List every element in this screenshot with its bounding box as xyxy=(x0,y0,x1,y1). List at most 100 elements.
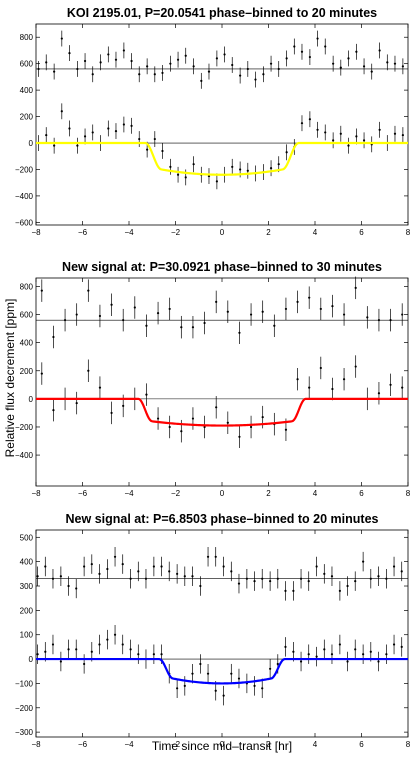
offset-data-point xyxy=(83,59,87,63)
data-point xyxy=(122,123,125,126)
data-point xyxy=(369,650,372,653)
offset-data-point xyxy=(230,570,233,573)
x-tick-label: −4 xyxy=(124,489,134,498)
offset-data-point xyxy=(203,321,206,325)
data-point xyxy=(98,643,101,646)
offset-data-point xyxy=(207,70,211,73)
offset-data-point xyxy=(114,58,118,61)
offset-data-point xyxy=(122,49,125,52)
data-point xyxy=(269,667,272,670)
offset-data-point xyxy=(307,580,310,583)
offset-data-point xyxy=(90,562,93,566)
offset-data-point xyxy=(68,51,71,55)
x-tick-label: −8 xyxy=(31,228,41,237)
data-point xyxy=(137,653,140,656)
offset-data-point xyxy=(347,57,350,60)
offset-data-point xyxy=(319,307,322,311)
offset-data-point xyxy=(308,296,311,299)
offset-data-point xyxy=(106,567,109,571)
data-point xyxy=(83,662,86,666)
data-point xyxy=(385,653,388,656)
data-point xyxy=(114,130,118,133)
offset-data-point xyxy=(338,589,341,592)
offset-data-point xyxy=(389,319,392,322)
x-tick-label: 0 xyxy=(220,228,225,237)
offset-data-point xyxy=(60,37,63,40)
data-point xyxy=(145,393,148,396)
offset-data-point xyxy=(276,577,279,580)
y-tick-label: 800 xyxy=(20,33,34,42)
data-point xyxy=(45,133,48,137)
data-point xyxy=(83,135,87,138)
offset-data-point xyxy=(122,319,125,322)
data-point xyxy=(75,401,78,405)
data-point xyxy=(231,165,234,168)
offset-data-point xyxy=(323,572,326,575)
data-point xyxy=(354,648,357,651)
y-tick-label: 600 xyxy=(20,311,34,320)
x-tick-label: 2 xyxy=(266,489,271,498)
data-point xyxy=(401,133,404,137)
data-point xyxy=(377,660,380,663)
y-tick-label: −400 xyxy=(15,192,34,201)
data-point xyxy=(323,648,326,651)
data-point xyxy=(332,139,335,142)
offset-data-point xyxy=(107,53,110,56)
data-point xyxy=(169,165,172,168)
offset-data-point xyxy=(191,326,195,329)
offset-data-point xyxy=(293,45,296,48)
data-point xyxy=(330,653,334,656)
y-tick-label: −400 xyxy=(15,451,34,460)
offset-data-point xyxy=(254,78,257,81)
offset-data-point xyxy=(133,306,136,309)
offset-data-point xyxy=(355,50,358,53)
offset-data-point xyxy=(245,577,248,580)
data-point xyxy=(146,148,149,151)
data-point xyxy=(152,653,155,656)
offset-data-point xyxy=(269,580,272,583)
x-tick-label: 6 xyxy=(359,489,364,498)
data-point xyxy=(53,144,56,147)
y-tick-label: 0 xyxy=(29,395,34,404)
offset-data-point xyxy=(226,310,229,313)
offset-data-point xyxy=(330,575,334,578)
x-tick-label: 8 xyxy=(406,489,411,498)
offset-data-point xyxy=(292,589,295,592)
x-tick-label: 2 xyxy=(266,740,271,749)
chart-title: KOI 2195.01, P=20.0541 phase–binned to 2… xyxy=(67,6,377,20)
data-point xyxy=(44,650,47,653)
transit-model-curve xyxy=(36,657,408,685)
data-point xyxy=(338,643,341,646)
offset-data-point xyxy=(324,45,327,48)
offset-data-point xyxy=(52,335,55,339)
x-axis-label: Time since mid–transit [hr] xyxy=(152,739,292,753)
offset-data-point xyxy=(378,49,381,52)
offset-data-point xyxy=(206,555,210,558)
offset-data-point xyxy=(184,54,187,57)
data-point xyxy=(319,366,322,370)
data-point xyxy=(261,416,264,419)
data-point xyxy=(378,128,381,131)
x-tick-label: 0 xyxy=(220,489,225,498)
offset-data-point xyxy=(63,319,67,322)
y-tick-label: −100 xyxy=(15,679,34,688)
offset-data-point xyxy=(214,555,217,558)
offset-data-point xyxy=(377,319,381,322)
data-point xyxy=(206,672,210,675)
offset-data-point xyxy=(332,62,335,65)
x-tick-label: −6 xyxy=(78,740,88,749)
offset-data-point xyxy=(401,313,404,316)
data-point xyxy=(156,417,160,420)
offset-data-point xyxy=(253,580,256,583)
x-tick-label: 6 xyxy=(359,228,364,237)
x-tick-label: −4 xyxy=(124,740,134,749)
offset-data-point xyxy=(300,50,304,53)
data-point xyxy=(347,144,350,147)
chart-title: New signal at: P=6.8503 phase–binned to … xyxy=(66,512,379,526)
data-point xyxy=(316,128,319,131)
data-point xyxy=(180,430,183,433)
offset-data-point xyxy=(249,313,253,316)
data-point xyxy=(354,365,357,368)
offset-data-point xyxy=(346,584,349,588)
x-tick-label: −2 xyxy=(171,489,181,498)
